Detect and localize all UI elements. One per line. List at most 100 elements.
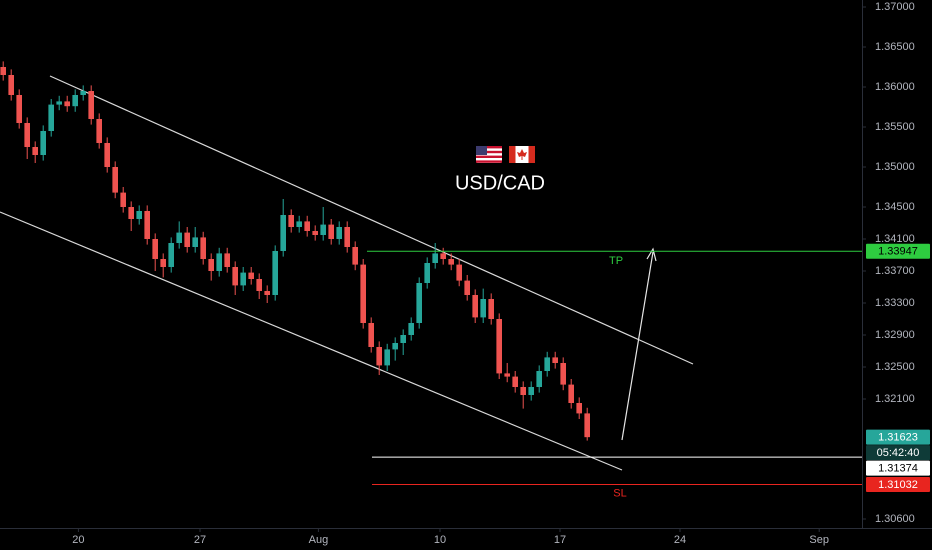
candle-body (216, 253, 222, 271)
candle-body (456, 264, 462, 281)
x-tick-label: Aug (309, 534, 329, 546)
candle-body (472, 295, 478, 318)
chart-title: USD/CAD (455, 172, 545, 194)
candle-body (320, 224, 326, 235)
candle-body (96, 119, 102, 143)
y-tick-label: 1.32500 (875, 361, 915, 373)
candle-body (520, 387, 526, 395)
candle-body (104, 143, 110, 167)
candle-body (496, 319, 502, 374)
y-tick-label: 1.37000 (875, 1, 915, 13)
x-tick-label: 10 (434, 534, 446, 546)
candle-body (232, 267, 238, 286)
candle-body (160, 259, 166, 267)
candle-body (272, 251, 278, 295)
countdown-box (866, 445, 930, 461)
candle-body (200, 237, 206, 259)
candle-body (368, 323, 374, 347)
candle-body (120, 192, 126, 207)
candle-body (424, 263, 430, 283)
candle-body (352, 247, 358, 265)
x-tick-label: 20 (72, 534, 84, 546)
tp-price-label: 1.33947 (878, 246, 918, 258)
flag-us (476, 146, 502, 163)
entry-price-label: 1.31374 (878, 463, 918, 475)
candle-body (56, 101, 62, 105)
candle-body (400, 335, 406, 343)
candle-body (488, 299, 494, 319)
candle-body (224, 253, 230, 267)
candle-body (296, 221, 302, 227)
arrow-head (646, 247, 657, 262)
y-tick-label: 1.33700 (875, 265, 915, 277)
y-tick-label: 1.30600 (875, 513, 915, 525)
entry-price-box (866, 460, 930, 476)
candle-body (544, 357, 550, 371)
x-tick-label: Sep (809, 534, 829, 546)
x-tick-label: 24 (674, 534, 686, 546)
candle-body (576, 403, 582, 414)
candle-body (72, 95, 78, 107)
candle-body (552, 357, 558, 363)
candle-body (440, 253, 446, 259)
candle-body (536, 371, 542, 387)
candle-body (48, 104, 54, 131)
candle-body (8, 75, 14, 95)
candle-body (136, 211, 142, 219)
y-tick-label: 1.32900 (875, 329, 915, 341)
candle-body (584, 413, 590, 438)
flag-ca (509, 146, 535, 163)
y-tick-label: 1.36000 (875, 81, 915, 93)
candle-body (344, 227, 350, 247)
candle-body (432, 253, 438, 263)
candle-body (40, 131, 46, 155)
level-name: SL (613, 487, 626, 499)
candle-body (64, 101, 70, 107)
tp-price-box (866, 243, 930, 259)
candle-body (152, 239, 158, 259)
candle-body (24, 123, 30, 147)
y-tick-label: 1.33300 (875, 297, 915, 309)
candle-body (208, 259, 214, 271)
y-tick-label: 1.34500 (875, 201, 915, 213)
candle-body (32, 147, 38, 155)
candle-body (464, 280, 470, 295)
candle-body (176, 232, 182, 243)
candle-body (560, 363, 566, 385)
sl-price-box (866, 476, 930, 492)
candle-body (168, 243, 174, 267)
x-tick-label: 27 (194, 534, 206, 546)
candle-body (264, 291, 270, 295)
channel-lower (0, 211, 623, 471)
y-tick-label: 1.36500 (875, 41, 915, 53)
y-tick-label: 1.34100 (875, 233, 915, 245)
candle-body (280, 215, 286, 251)
candle-body (512, 376, 518, 387)
candle-body (408, 323, 414, 335)
y-tick-label: 1.35000 (875, 161, 915, 173)
candle-body (256, 279, 262, 291)
candle-body (528, 387, 534, 395)
x-tick-label: 17 (554, 534, 566, 546)
candle-body (376, 347, 382, 366)
y-tick-label: 1.32100 (875, 393, 915, 405)
candle-body (16, 95, 22, 123)
last-price-box (866, 429, 930, 445)
candle-body (80, 91, 86, 95)
candle-body (240, 272, 246, 286)
candle-body (392, 343, 398, 350)
candle-body (184, 232, 190, 247)
candle-body (288, 215, 294, 227)
countdown-label: 05:42:40 (877, 447, 920, 459)
candle-body (112, 167, 118, 193)
candle-body (88, 91, 94, 119)
candle-body (568, 384, 574, 403)
candle-body (312, 231, 318, 235)
candle-body (448, 259, 454, 265)
candle-body (480, 299, 486, 318)
candle-body (416, 283, 422, 323)
sl-price-label: 1.31032 (878, 479, 918, 491)
candle-body (192, 237, 198, 247)
